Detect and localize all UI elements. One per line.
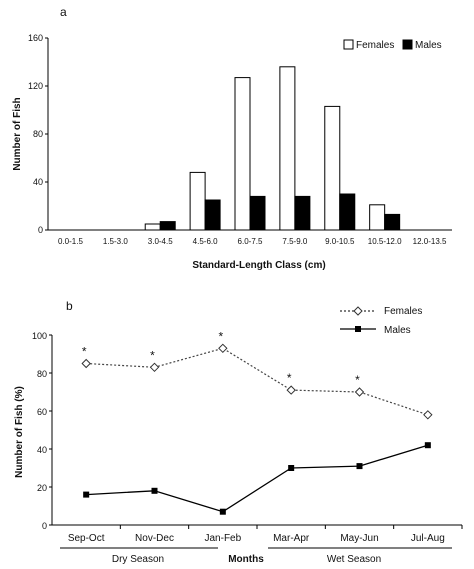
point-females (354, 387, 365, 397)
line-males (86, 444, 429, 513)
bar-males (384, 213, 401, 231)
line-females (86, 347, 429, 416)
point-males (219, 508, 226, 515)
bar-males (159, 221, 176, 231)
bar-females (189, 171, 206, 231)
panel-b-label: b (66, 299, 73, 313)
bar-females (144, 223, 161, 231)
point-males (424, 442, 431, 449)
legend-marker-males (355, 326, 361, 332)
panel-b-x-tick-label: Jul-Aug (411, 533, 445, 544)
panel-b-x-tick-label: Sep-Oct (68, 533, 105, 544)
legend-swatch-females-bar (343, 39, 354, 50)
bar-females (234, 77, 251, 231)
season-label-wet: Wet Season (327, 554, 381, 565)
panel-b-y-axis-title: Number of Fish (%) (14, 386, 25, 478)
panel-a: a Number of Fish Standard-Length Class (… (12, 5, 452, 271)
panel-a-y-tick-label: 0 (38, 225, 43, 235)
panel-b-x-axis-title: Months (228, 554, 264, 565)
bar-females (369, 204, 386, 231)
panel-b-x-tick-label: May-Jun (340, 533, 378, 544)
panel-a-x-axis-title: Standard-Length Class (cm) (192, 260, 325, 271)
panel-b-y-tick-label: 40 (37, 445, 47, 455)
bar-males (204, 199, 221, 231)
legend-label-males-line: Males (384, 325, 411, 336)
panel-b-y-tick-label: 20 (37, 483, 47, 493)
panel-a-y-tick-label: 120 (28, 81, 43, 91)
bar-males (339, 193, 356, 231)
legend-label-males-bar: Males (415, 40, 442, 51)
bar-males (294, 195, 311, 231)
significance-star: * (82, 345, 87, 359)
panel-a-y-axis-title: Number of Fish (12, 97, 23, 170)
panel-a-y-tick-label: 80 (33, 129, 43, 139)
point-males (356, 463, 363, 470)
panel-b-x-tick-label: Jan-Feb (204, 533, 241, 544)
panel-a-x-tick-label: 6.0-7.5 (238, 237, 263, 246)
point-females (149, 362, 160, 373)
panel-a-x-tick-label: 1.5-3.0 (103, 237, 128, 246)
significance-star: * (218, 329, 223, 343)
bar-females (324, 105, 341, 231)
panel-a-x-tick-label: 0.0-1.5 (58, 237, 83, 246)
point-females (218, 343, 228, 354)
bar-females (279, 66, 296, 231)
panel-a-label: a (60, 5, 67, 19)
panel-b: b Number of Fish (%) Females Males Dry S… (14, 299, 463, 565)
panel-a-x-tick-label: 10.5-12.0 (368, 237, 402, 246)
panel-a-y-tick-label: 160 (28, 33, 43, 43)
panel-b-y-tick-label: 80 (37, 369, 47, 379)
significance-star: * (150, 348, 155, 362)
panel-a-x-tick-label: 3.0-4.5 (148, 237, 173, 246)
legend-swatch-males-bar (402, 39, 413, 50)
legend-label-females-line: Females (384, 306, 422, 317)
panel-a-x-tick-label: 7.5-9.0 (282, 237, 307, 246)
significance-star: * (355, 373, 360, 387)
panel-b-x-tick-label: Mar-Apr (273, 533, 310, 544)
legend-label-females-bar: Females (356, 40, 394, 51)
panel-a-x-tick-label: 4.5-6.0 (193, 237, 218, 246)
panel-a-y-tick-label: 40 (33, 177, 43, 187)
point-males (288, 465, 295, 471)
point-females (81, 358, 91, 369)
point-females (286, 385, 296, 395)
panel-b-y-tick-label: 0 (42, 521, 47, 531)
significance-star: * (287, 371, 292, 385)
legend-marker-females (353, 306, 363, 316)
panel-b-y-tick-label: 100 (32, 331, 47, 341)
bar-males (249, 195, 266, 231)
point-females (423, 410, 433, 420)
point-males (151, 487, 158, 494)
season-label-dry: Dry Season (112, 554, 164, 565)
panel-a-x-tick-label: 9.0-10.5 (325, 237, 355, 246)
panel-b-y-tick-label: 60 (37, 407, 47, 417)
point-males (83, 491, 90, 498)
panel-b-x-tick-label: Nov-Dec (135, 533, 174, 544)
panel-a-x-tick-label: 12.0-13.5 (413, 237, 447, 246)
